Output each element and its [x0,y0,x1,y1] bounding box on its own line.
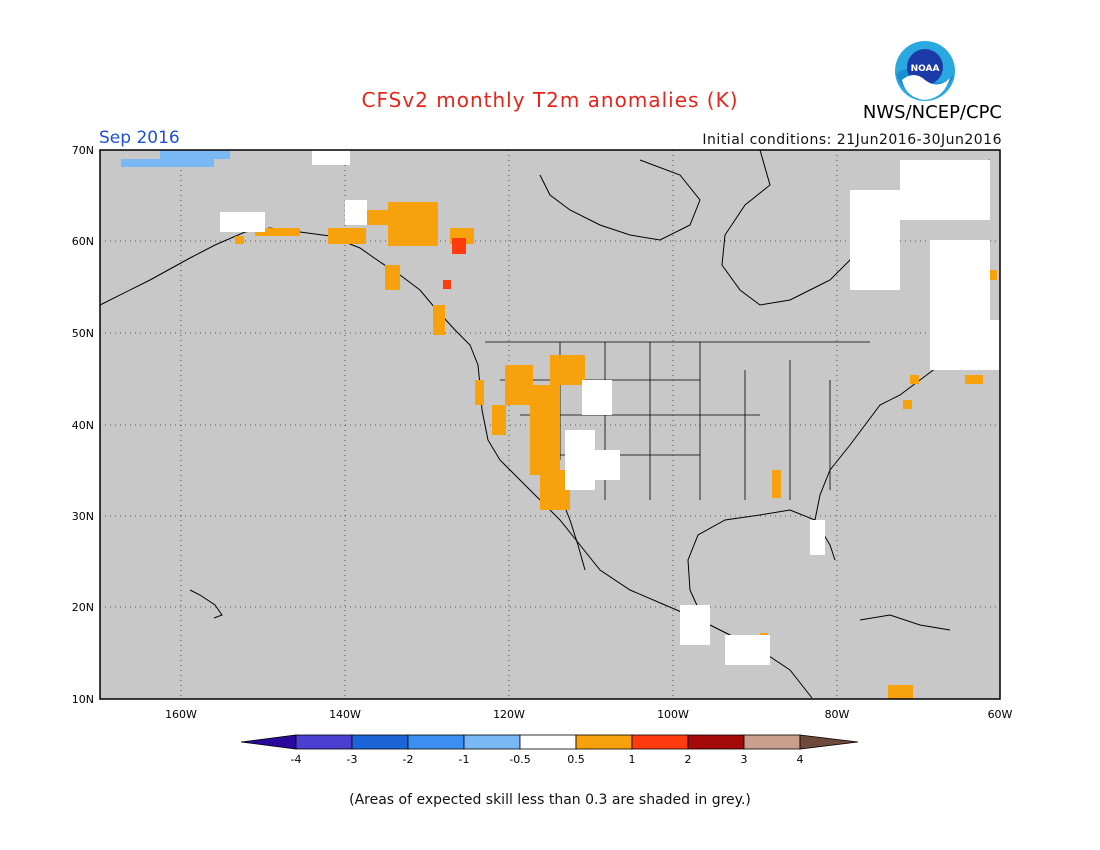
cold-anomaly-patch [121,159,214,167]
footnote: (Areas of expected skill less than 0.3 a… [349,792,751,808]
colorbar-segment [463,734,521,750]
colorbar-label: -2 [403,753,414,766]
colorbar-label: -1 [459,753,470,766]
colorbar-segment [351,734,409,750]
warm-anomaly-patch [433,305,445,335]
neutral-patch [582,380,612,415]
lon-label-140w: 140W [329,708,361,721]
neutral-patch [930,240,990,320]
neutral-patch [595,450,620,480]
lon-label-120w: 120W [493,708,525,721]
warm-anomaly-patch [903,400,912,409]
lat-label-20n: 20N [72,601,94,614]
colorbar-segment [295,734,353,750]
colorbar-label: -0.5 [509,753,530,766]
warm-anomaly-patch [235,236,244,244]
neutral-patch [930,320,1000,370]
warm-anomaly-patch [328,228,366,244]
lat-label-70n: 70N [72,144,94,157]
cold-anomaly-patch [160,150,230,159]
noaa-logo-text: NOAA [911,64,940,74]
lat-label-60n: 60N [72,235,94,248]
neutral-patch [220,212,265,232]
warm-anomaly-patch [888,685,913,699]
colorbar-label: 3 [741,753,748,766]
colorbar-label: 0.5 [567,753,585,766]
colorbar-label: -4 [291,753,302,766]
warm-anomaly-patch [530,385,560,475]
lon-label-60w: 60W [988,708,1013,721]
warm-anomaly-patch [965,375,983,384]
warm-anomaly-patch [492,405,506,435]
warm-anomaly-patch [505,365,533,405]
strong-warm-anomaly-patch [443,280,451,289]
neutral-patch [312,150,350,165]
lat-label-30n: 30N [72,510,94,523]
neutral-patch [565,430,595,490]
warm-anomaly-patch [388,202,438,246]
colorbar-segment [407,734,465,750]
warm-anomaly-patch [366,210,394,225]
map-title: CFSv2 monthly T2m anomalies (K) [361,88,739,112]
lon-label-80w: 80W [825,708,850,721]
warm-anomaly-patch [985,270,997,280]
lat-label-10n: 10N [72,693,94,706]
colorbar-label: 2 [685,753,692,766]
neutral-patch [345,200,367,225]
strong-warm-anomaly-patch [452,238,466,254]
neutral-patch [680,605,710,645]
lat-label-40n: 40N [72,419,94,432]
warm-anomaly-patch [385,265,400,290]
colorbar-segment [743,734,801,750]
warm-anomaly-patch [772,470,781,498]
initial-conditions: Initial conditions: 21Jun2016-30Jun2016 [702,132,1002,148]
anomaly-patches [121,150,1000,699]
lat-label-50n: 50N [72,327,94,340]
colorbar-segment [799,734,859,750]
warm-anomaly-patch [255,228,300,236]
noaa-logo-icon: NOAA [895,41,955,101]
neutral-patch [900,160,990,220]
colorbar-segment [631,734,689,750]
colorbar-label: 1 [629,753,636,766]
organization-label: NWS/NCEP/CPC [862,102,1002,123]
colorbar-segment [240,734,297,750]
warm-anomaly-patch [475,380,484,405]
neutral-patch [850,190,900,290]
latitude-labels: 70N 60N 50N 40N 30N 20N 10N [72,144,94,706]
warm-anomaly-patch [550,355,585,385]
warm-anomaly-patch [910,375,919,384]
colorbar-label: -3 [347,753,358,766]
lon-label-100w: 100W [657,708,689,721]
neutral-patch [810,520,825,555]
forecast-month: Sep 2016 [99,128,180,148]
lon-label-160w: 160W [165,708,197,721]
colorbar-labels: -4 -3 -2 -1 -0.5 0.5 1 2 3 4 [291,753,804,766]
colorbar-label: 4 [797,753,804,766]
colorbar-segment [687,734,745,750]
colorbar-segment [575,734,633,750]
map-frame [99,149,1001,700]
colorbar [240,734,859,750]
neutral-patch [725,635,770,665]
colorbar-segment [519,734,577,750]
longitude-labels: 160W 140W 120W 100W 80W 60W [165,708,1012,721]
